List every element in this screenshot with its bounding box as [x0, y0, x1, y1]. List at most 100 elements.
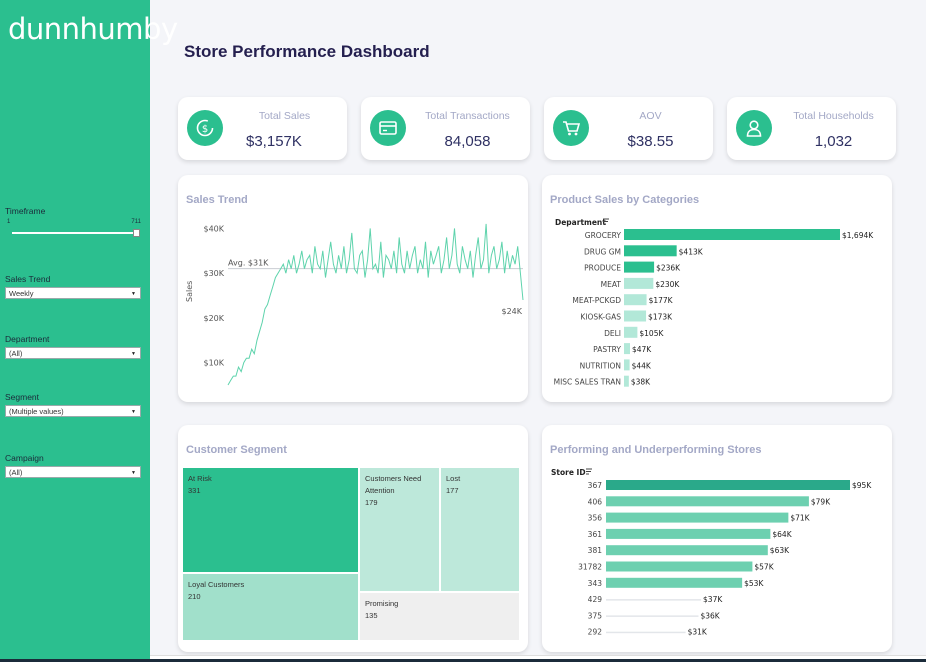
bar-value-label: $95K: [852, 481, 872, 490]
segment-count: 135: [365, 611, 378, 620]
segment-name: Lost: [446, 474, 461, 483]
bar-category-label: NUTRITION: [580, 361, 621, 370]
bar[interactable]: [606, 512, 789, 523]
product-sales-card: Product Sales by Categories Department G…: [542, 175, 892, 402]
kpi-total-sales: $ Total Sales $3,157K: [178, 97, 347, 160]
bar[interactable]: [624, 229, 840, 240]
stores-card: Performing and Underperforming Stores St…: [542, 425, 892, 652]
product-sales-chart[interactable]: Department GROCERY $1,694K DRUG GM $413K PRO…: [542, 175, 892, 402]
average-label: Avg. $31K: [228, 259, 269, 268]
department-value: (All): [9, 349, 23, 358]
segment-value: (Multiple values): [9, 407, 64, 416]
bar[interactable]: [624, 277, 654, 289]
kpi-label: Total Sales: [258, 110, 311, 122]
bar-value-label: $1,694K: [842, 231, 874, 240]
bar-value-label: $37K: [703, 595, 723, 604]
sales-line: [227, 223, 524, 386]
stores-title: Performing and Underperforming Stores: [550, 444, 762, 456]
segment-name: At Risk: [188, 474, 212, 483]
segment-loyal[interactable]: Loyal Customers 210: [183, 574, 358, 640]
bar[interactable]: [624, 375, 629, 387]
bar[interactable]: [624, 294, 647, 306]
department-label: Department: [5, 334, 50, 344]
customer-segment-title: Customer Segment: [186, 444, 287, 456]
bar-value-label: $413K: [679, 247, 704, 256]
bar-value-label: $36K: [700, 611, 720, 620]
bar-value-label: $173K: [648, 313, 673, 322]
bar[interactable]: [624, 245, 677, 257]
chevron-down-icon: ▼: [131, 470, 136, 476]
segment-label: Segment: [5, 392, 40, 402]
campaign-filter: Campaign (All) ▼: [5, 453, 141, 478]
bar-value-label: $177K: [649, 296, 674, 305]
page-title: Store Performance Dashboard: [184, 42, 430, 61]
sales-trend-select[interactable]: Weekly ▼: [5, 287, 141, 299]
bar[interactable]: [624, 261, 655, 273]
y-tick-label: $20K: [203, 314, 224, 323]
bar-category-label: MEAT: [601, 280, 622, 289]
segment-treemap[interactable]: At Risk 331 Customers Need Attention 179…: [183, 468, 519, 640]
slider-handle[interactable]: [133, 229, 140, 237]
department-select[interactable]: (All) ▼: [5, 347, 141, 359]
bar[interactable]: [606, 561, 753, 572]
bar-category-label: DRUG GM: [584, 247, 621, 256]
bar[interactable]: [624, 310, 647, 322]
bar-category-label: GROCERY: [585, 231, 622, 240]
filter-icon[interactable]: [603, 218, 609, 225]
slider-track: [12, 232, 138, 234]
bar-category-label: 356: [588, 514, 603, 523]
segment-count: 179: [365, 498, 378, 507]
bar-value-label: $57K: [754, 563, 774, 572]
bar[interactable]: [606, 615, 699, 617]
product-sales-title: Product Sales by Categories: [550, 194, 700, 206]
bar[interactable]: [606, 528, 771, 539]
end-value-label: $24K: [501, 307, 522, 316]
segment-promising[interactable]: Promising 135: [360, 593, 519, 640]
bar-value-label: $105K: [639, 329, 664, 338]
bar-value-label: $236K: [656, 264, 681, 273]
kpi-total-households: Total Households 1,032: [727, 97, 896, 160]
sales-trend-chart[interactable]: Sales $10K $20K $30K $40K Avg. $31K $24K: [178, 175, 528, 402]
bar[interactable]: [606, 496, 809, 507]
bar[interactable]: [606, 577, 743, 588]
kpi-label: AOV: [639, 110, 662, 122]
bar-category-label: 343: [588, 579, 603, 588]
bar[interactable]: [624, 359, 630, 371]
timeframe-filter: Timeframe 1 711: [5, 206, 141, 237]
bar[interactable]: [606, 631, 686, 634]
sidebar: dunnhumby Timeframe 1 711 Sales Trend We…: [0, 0, 178, 662]
stores-chart[interactable]: Store ID 367 $95K 406 $79K 356 $71K 361 $64K 381…: [542, 425, 892, 652]
bar-value-label: $63K: [770, 546, 790, 555]
bar-category-label: 367: [588, 481, 603, 490]
kpi-value: $3,157K: [246, 133, 302, 150]
campaign-select[interactable]: (All) ▼: [5, 466, 141, 478]
bar[interactable]: [624, 343, 630, 355]
timeframe-max: 711: [131, 219, 141, 225]
kpi-value: $38.55: [627, 133, 674, 150]
status-strip: [150, 655, 926, 662]
y-tick-label: $40K: [203, 224, 224, 233]
department-header: Department: [555, 218, 606, 227]
bar[interactable]: [606, 599, 702, 601]
segment-name: Customers Need Attention: [365, 474, 422, 495]
bar-value-label: $44K: [632, 361, 652, 370]
bar[interactable]: [606, 545, 768, 556]
bar[interactable]: [606, 480, 850, 490]
bar[interactable]: [624, 326, 638, 338]
timeframe-slider[interactable]: [5, 229, 141, 237]
segment-need-attention[interactable]: Customers Need Attention 179: [360, 468, 439, 591]
bar-category-label: PASTRY: [593, 345, 621, 354]
filter-icon[interactable]: [586, 468, 592, 475]
kpi-label: Total Transactions: [425, 110, 510, 122]
bar-category-label: PRODUCE: [584, 264, 621, 273]
segment-select[interactable]: (Multiple values) ▼: [5, 405, 141, 417]
sales-trend-card: Sales Trend Sales $10K $20K $30K $40K Avg. …: [178, 175, 528, 402]
segment-at-risk[interactable]: At Risk 331: [183, 468, 358, 572]
segment-filter: Segment (Multiple values) ▼: [5, 392, 141, 417]
kpi-total-transactions: Total Transactions 84,058: [361, 97, 530, 160]
bar-value-label: $79K: [811, 497, 831, 506]
bar-category-label: MEAT-PCKGD: [572, 296, 621, 305]
segment-lost[interactable]: Lost 177: [441, 468, 519, 591]
customer-segment-card: Customer Segment At Risk 331 Customers N…: [178, 425, 528, 652]
kpi-aov: AOV $38.55: [544, 97, 713, 160]
